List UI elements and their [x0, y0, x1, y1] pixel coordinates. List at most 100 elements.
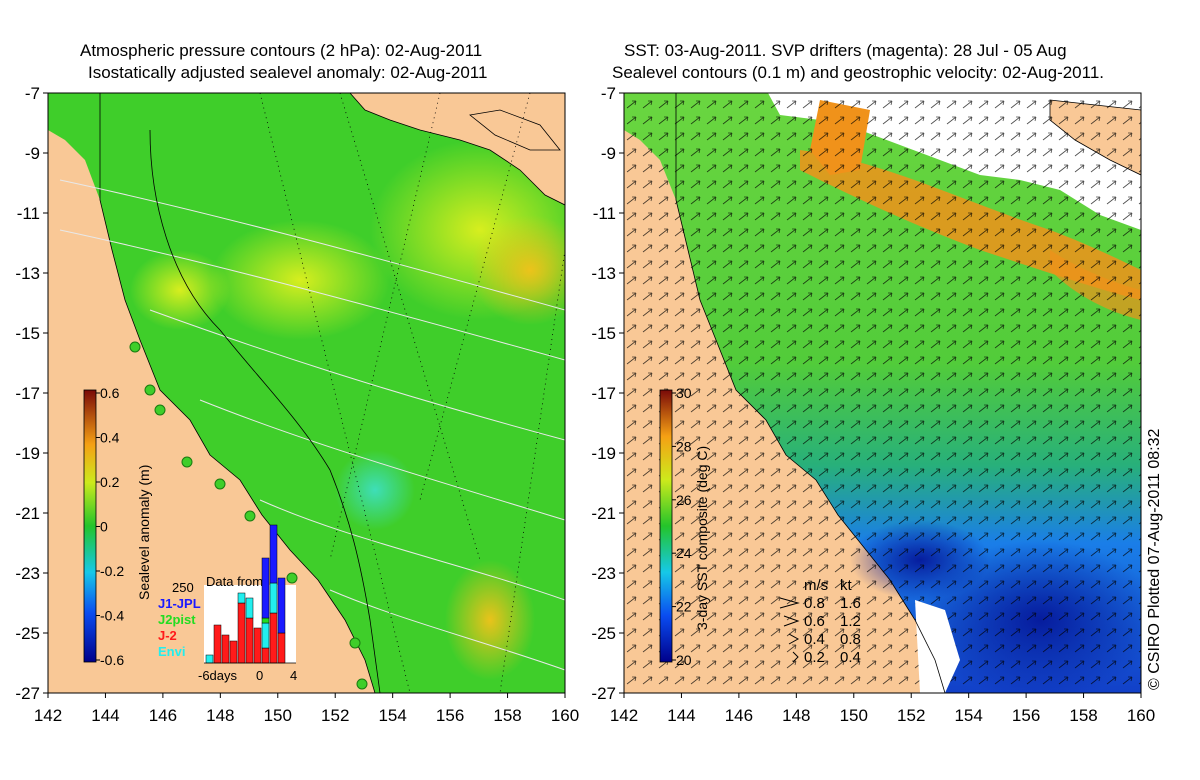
right-axes: 142 144 146 148 150 152 154 156 158 160 -7 -9 -11 -13… — [591, 84, 1155, 725]
inset-bar — [261, 647, 270, 664]
velocity-legend-arrow — [792, 651, 799, 663]
inset-bar — [261, 617, 270, 624]
right-x-tick-label: 146 — [725, 706, 753, 725]
inset-legend-j1-jpl: J1-JPL — [158, 596, 201, 611]
inset-bar — [237, 592, 246, 604]
left-map — [48, 93, 565, 693]
left-coastline — [99, 93, 376, 693]
velocity-legend-arrow — [788, 633, 800, 645]
left-y-tick-label: -15 — [15, 324, 40, 343]
inset-bar — [269, 612, 278, 664]
velocity-legend-ms-value: 0.2 — [804, 649, 825, 666]
left-y-tick-label: -11 — [17, 204, 40, 223]
left-y-tick-label: -9 — [25, 144, 40, 163]
left-colorbar-tick-label: -0.2 — [100, 563, 124, 579]
sla-high-anomaly-west — [130, 250, 230, 330]
right-y-tick-label: -27 — [591, 684, 616, 703]
left-colorbar-ticks: 0.6 0.4 0.2 0 -0.2 -0.4 -0.6 — [96, 385, 124, 668]
velocity-legend-kt-value: 1.6 — [840, 595, 861, 612]
inset-bar — [261, 557, 270, 619]
right-y-tick-label: -13 — [591, 264, 616, 283]
right-colorbar-tick-label: 30 — [676, 385, 692, 401]
right-x-tick-label: 144 — [667, 706, 695, 725]
geostrophic-velocity-arrows — [624, 93, 1141, 693]
velocity-legend-arrow — [779, 597, 800, 609]
velocity-legend-arrow — [783, 615, 800, 627]
left-y-tick-label: -13 — [15, 264, 40, 283]
right-colorbar-ticks: 30 28 26 24 22 20 — [672, 385, 692, 668]
inset-ymax: 250 — [172, 580, 194, 595]
right-colorbar-tick-label: 20 — [676, 652, 692, 668]
right-x-tick-label: 158 — [1069, 706, 1097, 725]
inset-bar — [237, 602, 246, 664]
right-y-tick-label: -21 — [591, 504, 616, 523]
right-y-tick-label: -9 — [601, 144, 616, 163]
inset-bar — [229, 640, 238, 664]
left-colorbar-tick-label: 0 — [100, 519, 108, 535]
left-title-line2: Isostatically adjusted sealevel anomaly:… — [88, 63, 488, 82]
left-title-line1: Atmospheric pressure contours (2 hPa): 0… — [80, 41, 483, 60]
inset-bar — [221, 634, 230, 664]
right-colorbar — [659, 389, 673, 663]
inset-bar — [253, 627, 262, 664]
right-colorbar-tick-label: 22 — [676, 599, 692, 615]
right-x-tick-label: 148 — [782, 706, 810, 725]
right-y-tick-label: -7 — [601, 84, 616, 103]
inset-bar — [277, 632, 286, 664]
inset-bar — [245, 617, 254, 664]
left-colorbar-tick-label: -0.6 — [100, 652, 124, 668]
sla-high-anomaly-south — [445, 560, 535, 680]
inset-x-label-zero: 0 — [256, 668, 263, 683]
left-axes: 142 144 146 148 150 152 154 156 158 160 -7 -9 -11 -13… — [15, 84, 579, 725]
left-y-tick-label: -19 — [15, 444, 40, 463]
left-colorbar — [83, 389, 97, 663]
velocity-legend-kt-value: 1.2 — [840, 613, 861, 630]
left-colorbar-tick-label: 0.4 — [100, 430, 120, 446]
inset-bar — [213, 624, 222, 664]
right-y-tick-label: -11 — [593, 204, 616, 223]
left-x-tick-label: 158 — [493, 706, 521, 725]
velocity-legend-kt-header: kt — [840, 577, 853, 594]
left-colorbar-tick-label: -0.4 — [100, 608, 124, 624]
velocity-legend-ms-value: 0.6 — [804, 613, 825, 630]
right-colorbar-label: 3-day SST composite (deg C) — [694, 446, 710, 630]
right-title-line2: Sealevel contours (0.1 m) and geostrophi… — [612, 63, 1105, 82]
velocity-legend: m/s kt 0.8 1.60.6 1.20.4 0.80.2 0.4 — [779, 577, 861, 666]
left-y-tick-label: -7 — [25, 84, 40, 103]
right-map — [624, 93, 1141, 693]
left-x-tick-label: 154 — [378, 706, 406, 725]
left-x-tick-label: 142 — [34, 706, 62, 725]
right-y-tick-label: -17 — [591, 384, 616, 403]
inset-bar — [269, 524, 278, 584]
sla-peak-anomaly — [470, 215, 565, 325]
right-y-tick-label: -23 — [591, 564, 616, 583]
left-x-tick-label: 150 — [264, 706, 292, 725]
left-x-tick-label: 152 — [321, 706, 349, 725]
right-title-line1: SST: 03-Aug-2011. SVP drifters (magenta)… — [624, 41, 1067, 60]
left-x-tick-label: 148 — [206, 706, 234, 725]
inset-x-label-end: 4 — [290, 668, 297, 683]
inset-bar — [205, 654, 214, 664]
pressure-contours — [59, 179, 565, 671]
velocity-legend-ms-value: 0.4 — [804, 631, 825, 648]
velocity-legend-kt-value: 0.4 — [840, 649, 861, 666]
velocity-legend-ms-value: 0.8 — [804, 595, 825, 612]
right-x-tick-label: 156 — [1012, 706, 1040, 725]
inset-legend-j-2: J-2 — [158, 628, 177, 643]
inset-legend-envi: Envi — [158, 644, 185, 659]
inset-bar — [269, 582, 278, 614]
left-x-tick-label: 156 — [436, 706, 464, 725]
right-coastline — [675, 93, 946, 693]
right-colorbar-tick-label: 28 — [676, 438, 692, 454]
right-x-tick-label: 150 — [840, 706, 868, 725]
right-colorbar-tick-label: 26 — [676, 492, 692, 508]
left-colorbar-tick-label: 0.6 — [100, 385, 120, 401]
left-island-north — [469, 109, 561, 151]
velocity-legend-rows: 0.8 1.60.6 1.20.4 0.80.2 0.4 — [779, 595, 861, 666]
sst-cloud-mask-south — [915, 600, 960, 693]
right-x-tick-label: 160 — [1127, 706, 1155, 725]
altimeter-tracks — [259, 93, 565, 693]
